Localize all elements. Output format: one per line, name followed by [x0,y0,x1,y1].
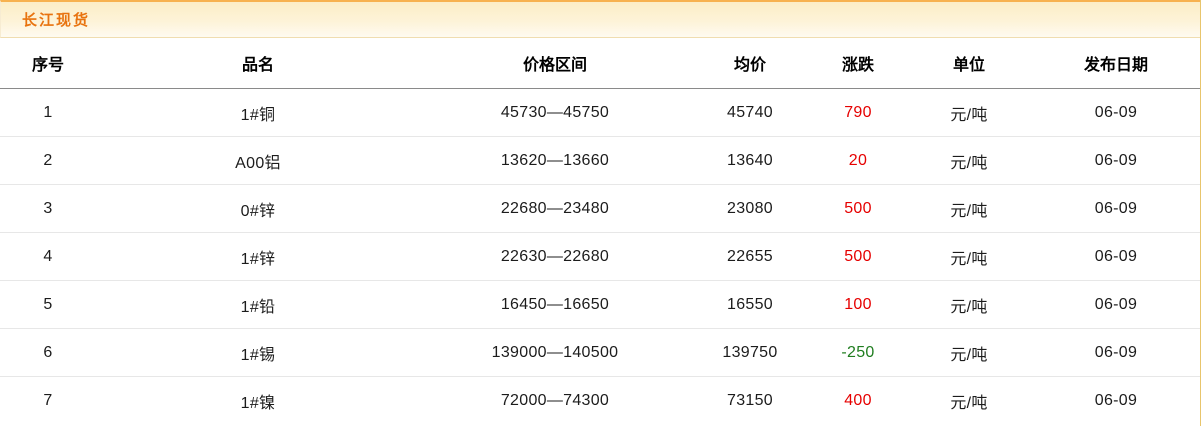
panel-title: 长江现货 [22,12,91,29]
spot-price-table: 序号 品名 价格区间 均价 涨跌 单位 发布日期 1 1#铜 45730—45750 45740 7… [0,38,1200,424]
cell-date: 06-09 [1032,184,1200,233]
cell-seq: 3 [0,184,96,233]
column-header-change: 涨跌 [810,38,906,89]
cell-range: 139000—140500 [420,328,690,377]
cell-unit: 元/吨 [950,394,988,412]
table-row: 4 1#锌 22630—22680 22655 500 元/吨 06-09 [0,232,1200,281]
cell-unit: 元/吨 [906,328,1032,377]
cell-seq: 2 [0,136,96,185]
cell-unit: 元/吨 [906,136,1032,185]
column-header-date: 发布日期 [1032,38,1200,89]
cell-avg: 45740 [690,88,810,137]
cell-seq: 5 [0,280,96,329]
cell-change: 500 [810,232,906,281]
table-row: 1 1#铜 45730—45750 45740 790 元/吨 06-09 [0,88,1200,137]
cell-unit: 元/吨 [906,88,1032,137]
column-header-name: 品名 [96,38,420,89]
table-row: 6 1#锡 139000—140500 139750 -250 元/吨 06-09 [0,328,1200,377]
cell-date: 06-09 [1032,88,1200,137]
column-header-range: 价格区间 [420,38,690,89]
cell-seq: 6 [0,328,96,377]
cell-change: 500 [810,184,906,233]
column-header-avg: 均价 [690,38,810,89]
cell-range: 13620—13660 [420,136,690,185]
column-header-seq: 序号 [0,38,96,89]
cell-avg: 73150 [727,391,773,409]
cell-name: A00铝 [96,136,420,185]
cell-name: 1#铅 [96,280,420,329]
cell-name: 1#锡 [96,328,420,377]
cell-avg: 16550 [690,280,810,329]
cell-date: 06-09 [1032,136,1200,185]
cell-change: 100 [810,280,906,329]
cell-date: 06-09 [1032,328,1200,377]
table-row: 2 A00铝 13620—13660 13640 20 元/吨 06-09 [0,136,1200,185]
table-row: 7 1#镍 72000—74300 73150 400 元/吨 06-09 [0,377,1200,425]
cell-range: 72000—74300 [500,391,610,409]
cell-range: 22630—22680 [420,232,690,281]
cell-avg: 22655 [690,232,810,281]
cell-avg: 13640 [690,136,810,185]
cell-unit: 元/吨 [906,184,1032,233]
cell-avg: 139750 [690,328,810,377]
cell-change: 20 [810,136,906,185]
table-body: 1 1#铜 45730—45750 45740 790 元/吨 06-09 2 A00铝 1362… [0,88,1200,425]
cell-range: 22680—23480 [420,184,690,233]
cell-name: 1#镍 [240,394,276,412]
cell-date: 06-09 [1094,391,1138,409]
cell-name: 1#锌 [96,232,420,281]
cell-change: 400 [844,391,872,409]
cell-date: 06-09 [1032,232,1200,281]
column-header-unit: 单位 [906,38,1032,89]
cell-range: 16450—16650 [420,280,690,329]
cell-range: 45730—45750 [420,88,690,137]
cell-change: 790 [810,88,906,137]
table-row: 5 1#铅 16450—16650 16550 100 元/吨 06-09 [0,280,1200,329]
table-header-row: 序号 品名 价格区间 均价 涨跌 单位 发布日期 [0,38,1200,89]
panel-header: 长江现货 [0,0,1200,38]
cell-unit: 元/吨 [906,232,1032,281]
cell-date: 06-09 [1032,280,1200,329]
cell-unit: 元/吨 [906,280,1032,329]
cell-change: -250 [810,328,906,377]
cell-seq: 1 [0,88,96,137]
cell-seq: 4 [0,232,96,281]
cell-avg: 23080 [690,184,810,233]
cell-name: 1#铜 [96,88,420,137]
cell-name: 0#锌 [96,184,420,233]
table-row: 3 0#锌 22680—23480 23080 500 元/吨 06-09 [0,184,1200,233]
cell-seq: 7 [43,391,53,409]
